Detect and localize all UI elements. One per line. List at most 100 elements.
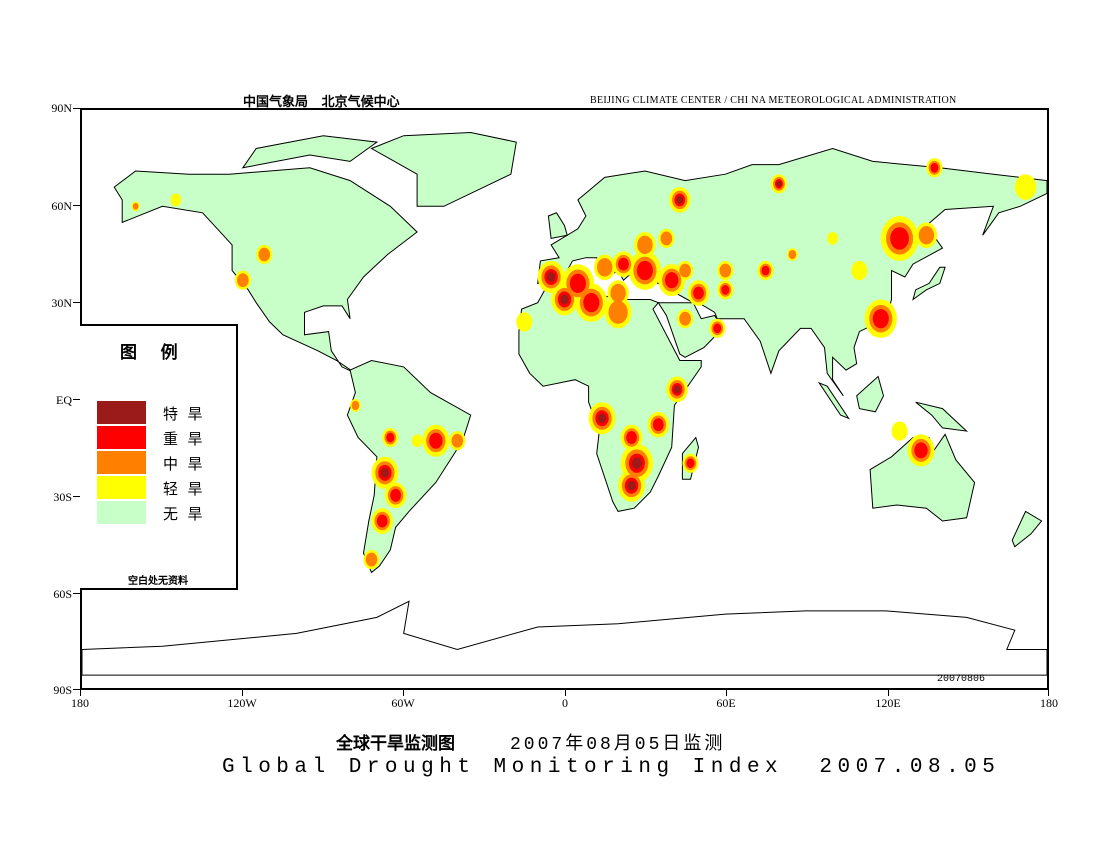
drought-extreme-patch bbox=[560, 294, 569, 305]
drought-severe-patch bbox=[721, 285, 730, 295]
land-sumatra bbox=[817, 381, 850, 420]
lat-tick bbox=[73, 205, 80, 206]
drought-severe-patch bbox=[693, 286, 704, 300]
legend-label: 重 旱 bbox=[163, 430, 203, 448]
drought-light-patch bbox=[851, 260, 868, 281]
lat-tick bbox=[73, 399, 80, 400]
lon-tick bbox=[80, 690, 81, 696]
drought-moderate-patch bbox=[258, 247, 271, 262]
legend-swatch bbox=[97, 476, 146, 499]
legend-swatch bbox=[97, 401, 146, 424]
drought-extreme-patch bbox=[673, 385, 681, 394]
land-new-guinea bbox=[915, 401, 969, 432]
map-canvas bbox=[81, 131, 1048, 676]
drought-moderate-patch bbox=[679, 263, 691, 278]
lat-tick bbox=[73, 302, 80, 303]
title-cn-date: 2007年08月05日监测 bbox=[510, 735, 726, 755]
legend-item-extreme: 特 旱 bbox=[97, 401, 227, 425]
lat-label-60n: 60N bbox=[51, 199, 72, 213]
legend-label: 中 旱 bbox=[163, 455, 203, 473]
lat-label-eq: EQ bbox=[56, 393, 72, 407]
drought-light-patch bbox=[516, 312, 533, 332]
drought-light-patch bbox=[411, 434, 423, 448]
land-great-britain bbox=[547, 212, 568, 239]
drought-moderate-patch bbox=[365, 552, 378, 567]
lat-label-90s: 90S bbox=[53, 683, 72, 697]
header-org-en: BEIJING CLIMATE CENTER / CHI NA METEOROL… bbox=[590, 95, 957, 106]
drought-severe-patch bbox=[686, 458, 695, 469]
drought-extreme-patch bbox=[776, 180, 782, 187]
lon-tick bbox=[726, 690, 727, 696]
legend-item-none: 无 旱 bbox=[97, 501, 227, 525]
drought-severe-patch bbox=[636, 260, 653, 281]
lon-label-60w: 60W bbox=[391, 696, 415, 710]
land-antarctica bbox=[81, 600, 1048, 676]
drought-moderate-patch bbox=[660, 231, 673, 246]
drought-extreme-patch bbox=[632, 457, 642, 470]
lon-label-180e: 180 bbox=[1040, 696, 1058, 710]
drought-moderate-patch bbox=[132, 202, 139, 210]
lon-label-120w: 120W bbox=[227, 696, 257, 710]
drought-severe-patch bbox=[583, 293, 600, 313]
drought-moderate-patch bbox=[237, 273, 249, 288]
drought-severe-patch bbox=[914, 442, 928, 459]
legend-label: 轻 旱 bbox=[163, 480, 203, 498]
lat-label-90n: 90N bbox=[51, 101, 72, 115]
drought-severe-patch bbox=[872, 309, 889, 329]
lon-tick bbox=[403, 690, 404, 696]
drought-moderate-patch bbox=[918, 225, 935, 245]
drought-severe-patch bbox=[930, 162, 939, 173]
legend-title: 图 例 bbox=[120, 343, 178, 363]
lat-tick bbox=[73, 689, 80, 690]
title-cn: 全球干旱监测图 bbox=[336, 734, 455, 754]
lon-label-120e: 120E bbox=[875, 696, 901, 710]
legend-item-light: 轻 旱 bbox=[97, 476, 227, 500]
lat-label-30n: 30N bbox=[51, 296, 72, 310]
legend-label: 无 旱 bbox=[163, 505, 203, 523]
drought-severe-patch bbox=[618, 257, 629, 271]
drought-map bbox=[80, 108, 1049, 690]
drought-extreme-patch bbox=[676, 196, 683, 204]
drought-severe-patch bbox=[376, 514, 388, 528]
lon-tick bbox=[565, 690, 566, 696]
drought-moderate-patch bbox=[608, 300, 628, 324]
lat-label-60s: 60S bbox=[53, 587, 72, 601]
land-borneo bbox=[856, 375, 885, 413]
drought-extreme-patch bbox=[380, 468, 389, 478]
lon-tick bbox=[1048, 690, 1049, 696]
drought-severe-patch bbox=[390, 488, 401, 502]
legend: 图 例 特 旱 重 旱 中 旱 轻 旱 无 旱 空白处无资料 bbox=[80, 324, 238, 590]
drought-extreme-patch bbox=[598, 413, 607, 424]
drought-severe-patch bbox=[626, 431, 637, 444]
land-new-zealand bbox=[1011, 510, 1043, 548]
drought-moderate-patch bbox=[351, 400, 360, 411]
lat-tick bbox=[73, 108, 80, 109]
drought-moderate-patch bbox=[788, 249, 797, 260]
drought-moderate-patch bbox=[610, 283, 626, 303]
drought-severe-patch bbox=[652, 418, 664, 432]
lat-label-30s: 30S bbox=[53, 490, 72, 504]
lon-label-0: 0 bbox=[562, 696, 568, 710]
header-org-cn: 中国气象局 北京气候中心 bbox=[243, 95, 400, 110]
drought-light-patch bbox=[170, 193, 182, 207]
drought-extreme-patch bbox=[547, 272, 556, 282]
drought-severe-patch bbox=[890, 227, 909, 250]
lon-label-180w: 180 bbox=[71, 696, 89, 710]
drought-moderate-patch bbox=[719, 263, 732, 278]
date-stamp: 20070806 bbox=[937, 674, 986, 685]
drought-moderate-patch bbox=[679, 311, 691, 326]
land-greenland bbox=[370, 131, 517, 207]
legend-swatch bbox=[97, 426, 146, 449]
drought-severe-patch bbox=[761, 265, 770, 276]
land-japan bbox=[912, 266, 946, 301]
drought-light-patch bbox=[891, 421, 908, 441]
legend-swatch bbox=[97, 451, 146, 474]
land-north-america bbox=[113, 167, 418, 374]
legend-item-severe: 重 旱 bbox=[97, 426, 227, 450]
drought-light-patch bbox=[827, 232, 838, 245]
land-south-america bbox=[346, 359, 472, 574]
legend-label: 特 旱 bbox=[163, 405, 203, 423]
legend-swatch bbox=[97, 501, 146, 524]
drought-severe-patch bbox=[386, 432, 395, 443]
drought-light-patch bbox=[1014, 174, 1037, 200]
